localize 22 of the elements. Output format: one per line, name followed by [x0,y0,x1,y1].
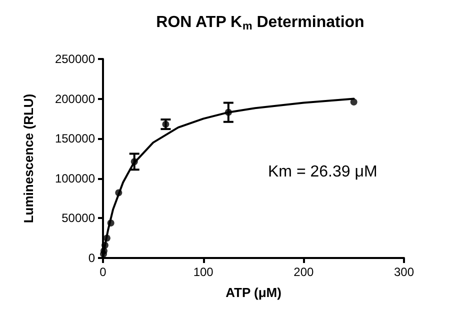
annotation: Km = 26.39 μM [268,164,378,180]
y-axis-title: Luminescence (RLU) [21,94,36,224]
y-tick-label: 200000 [54,92,96,106]
point [107,219,114,226]
x-tick-label: 0 [100,265,107,279]
point [224,108,232,116]
point [100,247,108,254]
y-tick-label: 150000 [54,132,96,146]
point [162,120,170,128]
x-tick-label: 100 [193,265,214,279]
y-tick-label: 250000 [54,52,96,66]
y-tick-label: 50000 [62,211,96,226]
y-tick-label: 100000 [54,171,96,186]
point [350,98,358,106]
x-tick-label: 300 [394,265,414,279]
x-tick-label: 200 [294,265,314,279]
point [103,234,110,242]
point [115,189,122,196]
point [130,158,138,166]
x-axis-title: ATP (μM) [226,285,282,300]
y-tick-label: 0 [88,251,96,265]
point [101,242,108,249]
